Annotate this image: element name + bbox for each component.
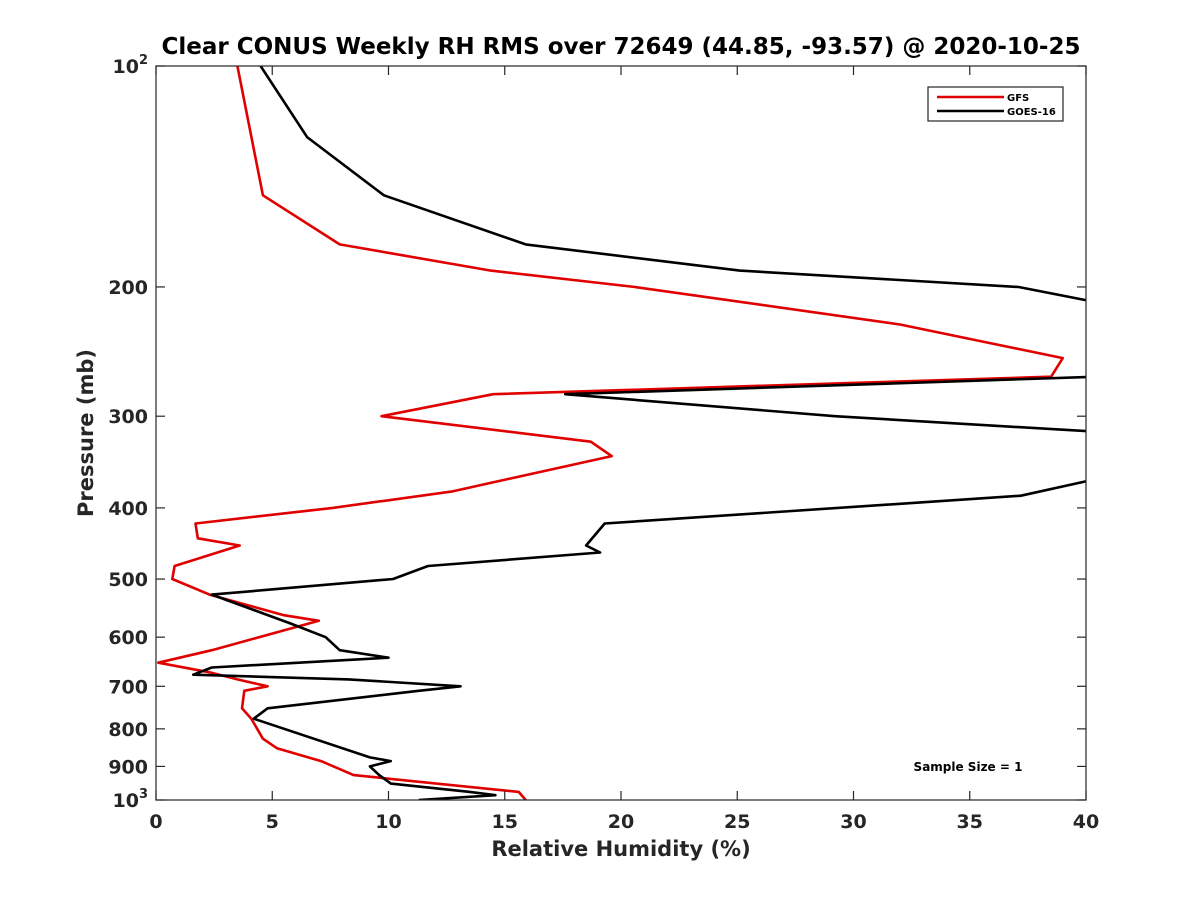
x-axis-ticks: 0 5 10 15 20 25 30 35 40	[149, 66, 1099, 833]
y-axis-ticks: 102 200 300 400 500 600 700 800 900 103	[108, 53, 1086, 812]
y-tick-label: 600	[108, 627, 148, 649]
x-tick-label: 5	[266, 811, 279, 833]
y-tick-label: 200	[108, 277, 148, 299]
plot-area: 0 5 10 15 20 25 30 35 40 102 200 300 400 500 600 700 80…	[108, 53, 1099, 833]
y-tick-label: 800	[108, 719, 148, 741]
legend-label-goes-16: GOES-16	[1007, 107, 1056, 118]
legend: GFS GOES-16	[927, 86, 1064, 122]
sample-size-annotation: Sample Size = 1	[914, 760, 1023, 774]
series-line-gfs	[157, 66, 1065, 800]
x-tick-label: 35	[957, 811, 983, 833]
x-axis-label: Relative Humidity (%)	[491, 837, 750, 861]
x-tick-label: 20	[608, 811, 634, 833]
x-tick-label: 15	[492, 811, 518, 833]
legend-box	[927, 86, 1064, 122]
y-tick-label: 500	[108, 569, 148, 591]
x-tick-label: 0	[149, 811, 162, 833]
x-tick-label: 25	[724, 811, 750, 833]
series-line-goes-16	[191, 66, 1086, 800]
legend-label-gfs: GFS	[1007, 93, 1029, 104]
y-tick-label: 102	[113, 53, 149, 78]
y-tick-label: 103	[113, 787, 149, 812]
y-tick-label: 400	[108, 498, 148, 520]
chart-title: Clear CONUS Weekly RH RMS over 72649 (44…	[162, 34, 1081, 60]
x-tick-label: 40	[1073, 811, 1099, 833]
y-tick-label: 700	[108, 676, 148, 698]
series-group	[157, 66, 1086, 800]
y-tick-label: 900	[108, 756, 148, 778]
y-axis-label: Pressure (mb)	[74, 349, 98, 517]
y-tick-label: 300	[108, 406, 148, 428]
x-tick-label: 10	[375, 811, 401, 833]
x-tick-label: 30	[840, 811, 866, 833]
